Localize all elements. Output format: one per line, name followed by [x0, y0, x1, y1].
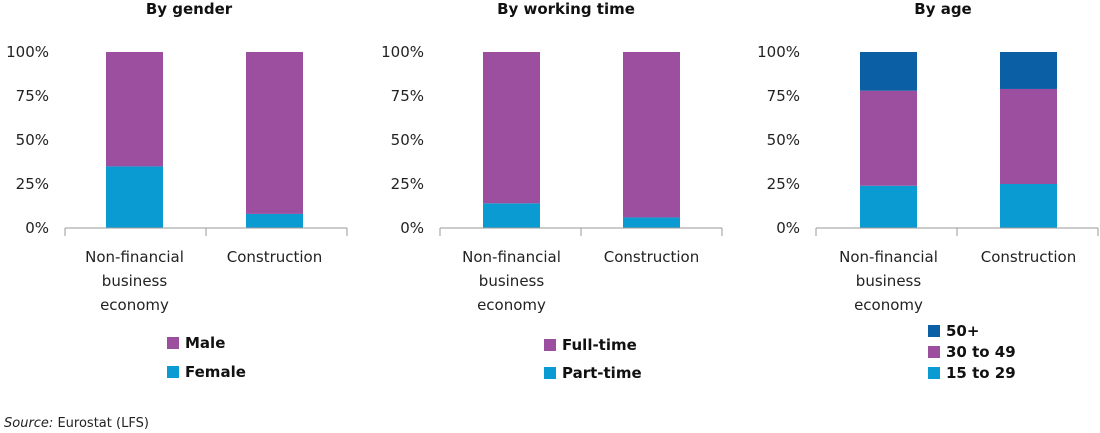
y-tick-label: 0% — [400, 219, 424, 237]
legend-label: Part-time — [562, 364, 642, 382]
bar-segment — [1000, 184, 1057, 228]
source-text: Eurostat (LFS) — [57, 416, 149, 431]
x-category-label-line: Construction — [227, 248, 323, 266]
x-category-label-line: business — [479, 272, 545, 290]
x-category-label: Construction — [604, 248, 700, 266]
x-category-label: Non-financial business economy — [839, 248, 938, 314]
y-tick-label: 0% — [25, 219, 49, 237]
bar-segment — [1000, 88, 1057, 184]
y-tick-label: 75% — [391, 87, 424, 105]
legend-swatch — [928, 346, 940, 358]
source-note: Source: Eurostat (LFS) — [4, 416, 149, 431]
x-category-label-line: Non-financial — [839, 248, 938, 266]
chart-panel-3: By age 0% 25% 50% 75% 100% Non-financial busine… — [757, 0, 1099, 382]
bar-segment — [483, 52, 540, 204]
y-tick-label: 0% — [776, 219, 800, 237]
bar-segment — [860, 52, 917, 91]
legend-label: Male — [185, 334, 225, 352]
bar-segment — [483, 203, 540, 228]
bar-segment — [860, 90, 917, 186]
chart-title: By working time — [497, 0, 635, 18]
bar-segment — [1000, 52, 1057, 89]
x-category-label: Non-financial business economy — [462, 248, 561, 314]
x-category-label-line: Non-financial — [462, 248, 561, 266]
bar-segment — [246, 52, 303, 214]
y-tick-label: 100% — [757, 43, 800, 61]
bar-segment — [623, 217, 680, 228]
legend-swatch — [928, 367, 940, 379]
legend-label: Female — [185, 363, 246, 381]
y-tick-label: 25% — [391, 175, 424, 193]
y-tick-label: 100% — [381, 43, 424, 61]
legend-label: 50+ — [946, 322, 979, 340]
x-category-label: Non-financial business economy — [85, 248, 184, 314]
legend-swatch — [167, 337, 179, 349]
legend-swatch — [544, 339, 556, 351]
x-category-label-line: business — [856, 272, 922, 290]
bar-segment — [106, 52, 163, 167]
y-tick-label: 25% — [16, 175, 49, 193]
x-category-label-line: Construction — [981, 248, 1077, 266]
y-tick-label: 100% — [6, 43, 49, 61]
chart-title: By age — [914, 0, 971, 18]
y-tick-label: 75% — [16, 87, 49, 105]
y-tick-label: 50% — [391, 131, 424, 149]
legend-swatch — [928, 325, 940, 337]
bar-segment — [860, 185, 917, 228]
x-category-label-line: economy — [854, 296, 923, 314]
y-tick-label: 25% — [767, 175, 800, 193]
legend-swatch — [544, 367, 556, 379]
legend-swatch — [167, 366, 179, 378]
legend-label: 15 to 29 — [946, 364, 1016, 382]
y-tick-label: 75% — [767, 87, 800, 105]
x-category-label-line: economy — [477, 296, 546, 314]
chart-panel-1: By gender 0% 25% 50% 75% 100% Non-financial bus… — [6, 0, 348, 381]
bar-segment — [623, 52, 680, 218]
chart-panel-2: By working time 0% 25% 50% 75% 100% Non-financ… — [381, 0, 723, 382]
x-category-label: Construction — [981, 248, 1077, 266]
x-category-label-line: Construction — [604, 248, 700, 266]
legend-label: Full-time — [562, 336, 637, 354]
x-category-label: Construction — [227, 248, 323, 266]
x-category-label-line: Non-financial — [85, 248, 184, 266]
x-category-label-line: business — [102, 272, 168, 290]
x-category-label-line: economy — [100, 296, 169, 314]
chart-title: By gender — [146, 0, 233, 18]
source-label: Source: — [4, 416, 54, 431]
legend-label: 30 to 49 — [946, 343, 1016, 361]
bar-segment — [246, 213, 303, 228]
y-tick-label: 50% — [16, 131, 49, 149]
y-tick-label: 50% — [767, 131, 800, 149]
bar-segment — [106, 166, 163, 228]
